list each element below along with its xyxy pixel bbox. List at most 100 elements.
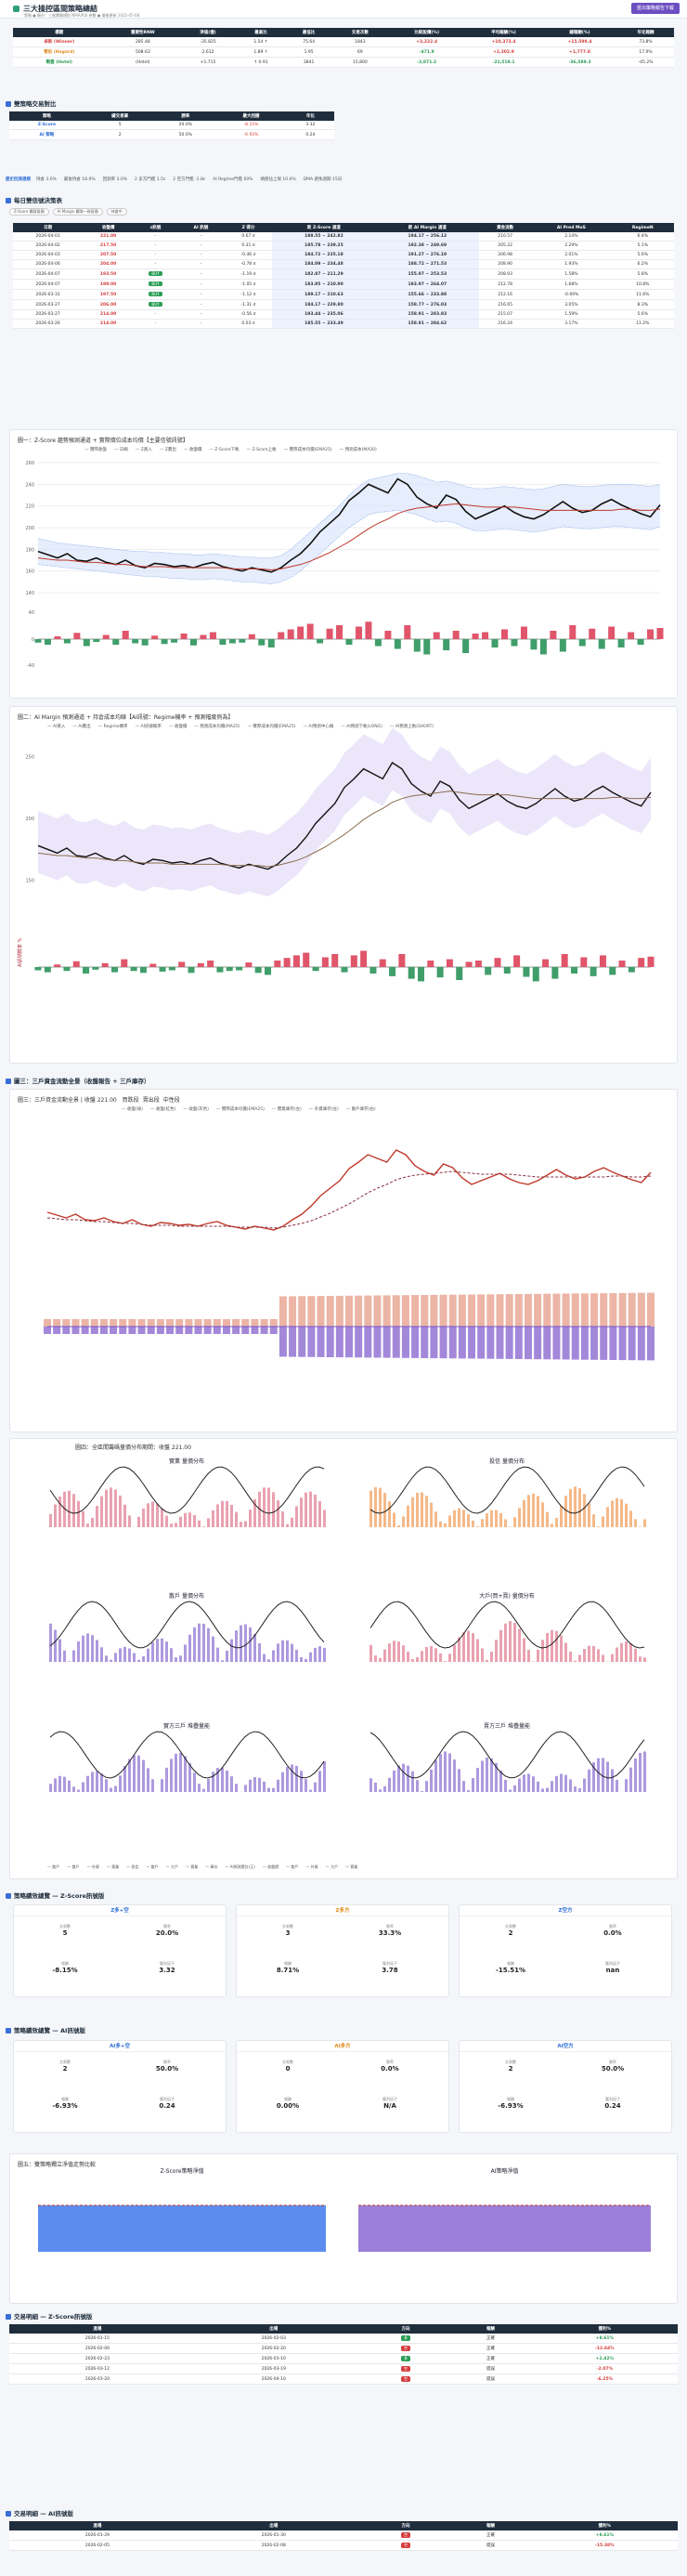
signal-chip[interactable]: AI Margin 觸發一致區間	[52, 208, 103, 216]
volume-bar	[314, 1782, 317, 1792]
y-tick-label: 200	[25, 817, 34, 822]
summary-row[interactable]: 戰雲 (Hotel) (Hotel) +1.715 ↑ 0.91 3841 15,800-…	[13, 57, 674, 68]
qstats-row[interactable]: AI 策略 2 50.0% -6.93% 0.24	[9, 129, 334, 140]
inventory-bar-bottom	[382, 1327, 391, 1358]
chart3-tag: 中性段	[162, 1097, 180, 1104]
perf-card: AI空方 交易數 2 勝率 50.0% 報酬 -6.93% 獲利因子 0.24	[459, 2040, 672, 2133]
signals-cell: 184.72 ~ 235.18	[272, 250, 376, 260]
volume-bar	[110, 1487, 112, 1527]
volume-bar	[253, 1498, 256, 1527]
legend-item: — 投信	[126, 1864, 139, 1869]
chart3-section-title: 圖三：三戶資金流動全景（收盤報告 + 三戶庫存）	[6, 1076, 149, 1085]
signal-chip[interactable]: 持倉中	[106, 208, 127, 216]
volume-bar	[54, 1629, 57, 1662]
signals-cell: 185.55 ~ 233.49	[272, 319, 376, 329]
ztrades-row[interactable]: 2026-02-06 2026-02-20 空 正確 -12.84%	[9, 2343, 678, 2354]
ztrades-cell: -6.25%	[531, 2373, 678, 2385]
aitrades-table: 進場 出場 方向 報酬 獲利% 2026-01-29 2026-01-30 空 正確 +8.61%…	[9, 2521, 678, 2551]
signals-row[interactable]: 2026-03-31 197.50 BUY - -1.12 σ 189.17 ~ 210.…	[13, 289, 674, 300]
volume-bar	[258, 1777, 261, 1792]
perf-card-title: Z空方	[460, 1905, 671, 1916]
volume-bar	[472, 1520, 474, 1527]
ztrades-row[interactable]: 2026-02-23 2026-03-10 多 正確 +2.42%	[9, 2353, 678, 2364]
ztrades-row[interactable]: 2026-03-20 2026-04-10 空 錯誤 -6.25%	[9, 2373, 678, 2385]
volume-bar	[476, 1768, 479, 1792]
summary-cell: 1.54 ↑	[236, 37, 286, 47]
param-item: DMA 避免週期 15日	[303, 177, 343, 182]
volume-bar	[147, 1503, 149, 1527]
inventory-bar-bottom	[448, 1327, 457, 1359]
perf-stat-value: 3.32	[159, 1967, 175, 1974]
perf-card-title: AI多方	[237, 2041, 448, 2052]
signals-row[interactable]: 2026-04-07 193.50 BUY - -1.19 σ 182.87 ~ 211.…	[13, 268, 674, 280]
volume-bar	[295, 1506, 298, 1527]
signals-row[interactable]: 2026-04-03 207.50- - -0.46 σ 184.72 ~ 235.18…	[13, 250, 674, 260]
inventory-bar-bottom	[496, 1327, 504, 1359]
perf-stat-label: 獲利因子	[605, 2097, 620, 2101]
summary-cell: 508.63	[105, 46, 181, 58]
signals-row[interactable]: 2026-04-07 199.00 BUY - -1.05 σ 183.95 ~ 210.…	[13, 279, 674, 290]
signals-cell: 189.17 ~ 210.63	[272, 289, 376, 300]
ztrades-cell: 空	[361, 2363, 450, 2374]
inventory-bar-top	[477, 1294, 486, 1327]
signals-cell: 185.78 ~ 239.25	[272, 241, 376, 251]
volume-bar	[425, 1646, 428, 1662]
volume-bar	[499, 1629, 502, 1662]
volume-bar	[161, 1508, 163, 1527]
inventory-bar-top	[232, 1319, 240, 1327]
ztrades-row[interactable]: 2026-01-15 2026-02-03 多 正確 +8.61%	[9, 2334, 678, 2344]
summary-cell: 2.612	[180, 46, 237, 58]
volume-bar	[416, 1656, 419, 1662]
summary-header: 平均報酬(%)	[465, 28, 542, 37]
volume-bar	[235, 1630, 238, 1662]
ztrades-cell: 空	[361, 2343, 450, 2354]
legend-item: — 散戶庫存(右)	[345, 1107, 376, 1112]
aitrades-cell: 2026-01-29	[9, 2530, 186, 2541]
inventory-bar-bottom	[552, 1327, 561, 1360]
ztrades-row[interactable]: 2026-03-12 2026-03-19 空 錯誤 -2.07%	[9, 2363, 678, 2374]
qstats-cell: 5	[84, 121, 156, 130]
signals-row[interactable]: 2026-03-27 214.00- - -0.56 σ 193.44 ~ 235.06…	[13, 309, 674, 320]
signals-row[interactable]: 2026-03-27 206.00 BUY - -1.31 σ 184.17 ~ 229.…	[13, 299, 674, 310]
legend-item: — 散戶	[286, 1864, 299, 1869]
volume-bar	[495, 1510, 498, 1527]
inventory-bar-bottom	[647, 1327, 655, 1361]
equity-title: Z-Score策略淨值	[161, 2167, 204, 2175]
aitrades-row[interactable]: 2026-02-05 2026-02-08 空 錯誤 -15.38%	[9, 2540, 678, 2551]
flow-bar	[122, 631, 129, 639]
aitrades-row[interactable]: 2026-01-29 2026-01-30 空 正確 +8.61%	[9, 2530, 678, 2541]
export-report-button[interactable]: 匯出策略報告下載	[630, 3, 680, 14]
inventory-bar-bottom	[317, 1327, 325, 1357]
legend-item: — AI預測上軌(SHORT)	[389, 725, 434, 729]
volume-bar	[462, 1510, 465, 1527]
signals-row[interactable]: 2026-04-02 217.50- -0.31 σ 185.78 ~ 239.25 1…	[13, 241, 674, 251]
flow-bar	[628, 632, 635, 639]
ai-bar	[216, 967, 224, 973]
summary-row[interactable]: 卓新 (Winner) 285.48 -35.825 1.54 ↑ 75.64 1843 +…	[13, 37, 674, 47]
legend-item: — 外資庫存(左)	[308, 1107, 339, 1112]
qstats-header: 總交易筆	[84, 111, 156, 121]
signals-row[interactable]: 2026-04-06 204.00- - -0.78 σ 184.09 ~ 234.48…	[13, 259, 674, 269]
summary-cell: +2,302.9	[465, 46, 542, 58]
qstats-row[interactable]: Z-Score 5 20.0% -8.15% 3.32	[9, 121, 334, 130]
volume-bar	[499, 1512, 502, 1527]
volume-bar	[597, 1758, 600, 1792]
perf-stat-label: 獲利因子	[160, 1961, 175, 1966]
volume-bar	[165, 1515, 168, 1527]
ai-bar	[628, 967, 635, 973]
summary-row[interactable]: 雪拓 (Hogard) 508.63 2.612 1.89 ↑ 1.95 69 -471.9…	[13, 46, 674, 58]
inventory-bar-bottom	[156, 1327, 164, 1334]
volume-bar	[175, 1753, 177, 1792]
flow-bar	[180, 634, 188, 639]
signals-cell: 208.90	[479, 259, 532, 269]
signals-row[interactable]: 2026-03-26 214.00- -0.03 σ 185.55 ~ 233.49 1…	[13, 319, 674, 329]
perf-stat-label: 勝率	[163, 1924, 171, 1929]
flow-bar	[54, 636, 61, 639]
legend-item: — AI預測下軌(LONG)	[341, 725, 382, 729]
signal-chip[interactable]: Z-Score 觸發區間	[9, 208, 49, 216]
signals-row[interactable]: 2026-04-01 221.00- -0.67 σ 188.55 ~ 242.82 1…	[13, 232, 674, 242]
volume-bar	[137, 1659, 140, 1662]
inventory-bar-bottom	[534, 1327, 542, 1360]
volume-bar	[481, 1519, 484, 1527]
signals-cell: 0.67 σ	[224, 232, 273, 242]
